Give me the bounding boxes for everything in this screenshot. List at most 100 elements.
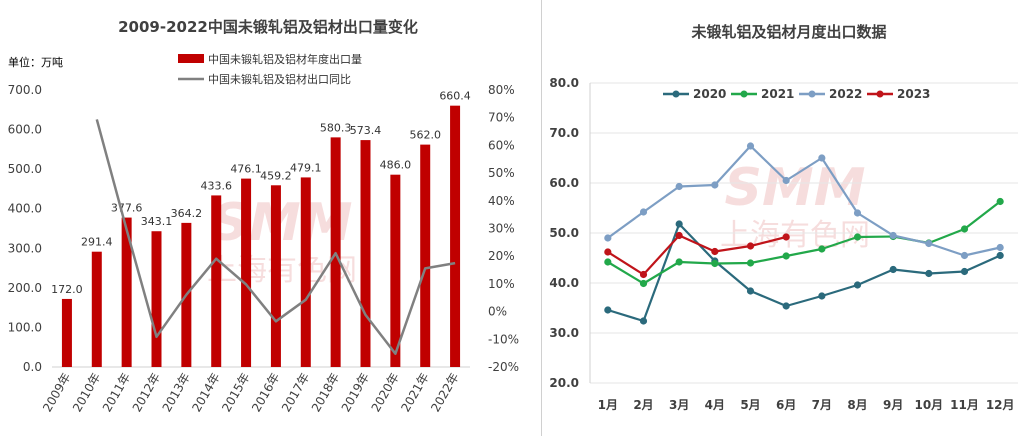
bar-value-label: 573.4 [350,124,382,137]
bar-2020年 [390,175,400,367]
y-tick-label-right: 80.0 [549,76,579,90]
legend-marker-2021 [741,91,748,98]
y-tick-label-right: 40.0 [549,276,579,290]
bar-value-label: 377.6 [111,202,143,215]
right-y-axis: -20%-10%0%10%20%30%40%50%60%70%80% [488,83,519,374]
annual-export-chart: SMM 上海有色网 2009-2022中国未锻轧铝及铝材出口量变化 单位：万吨 … [0,0,540,436]
point-2022-2月 [640,208,647,215]
y-tick-label-right: 60.0 [549,176,579,190]
bar-value-label: 580.3 [320,121,352,134]
x-tick-label-right: 7月 [812,398,832,412]
x-tick-label-right: 6月 [776,398,796,412]
bar-2014年 [211,195,221,367]
left-y-tick-label: 700.0 [8,83,42,97]
point-2020-11月 [961,268,968,275]
point-2021-1月 [604,258,611,265]
unit-label: 单位：万吨 [8,55,63,69]
legend-label-2021: 2021 [761,87,794,101]
watermark-right: SMM 上海有色网 [720,158,870,253]
x-tick-label-right: 10月 [914,398,943,412]
legend-marker-2020 [673,91,680,98]
point-2021-11月 [961,225,968,232]
y-tick-label-right: 70.0 [549,126,579,140]
x-tick-label: 2019年 [339,371,372,415]
x-tick-label: 2015年 [219,371,252,415]
bar-2012年 [152,231,162,367]
bar-2009年 [62,299,72,367]
point-2022-8月 [854,209,861,216]
point-2022-10月 [925,240,932,247]
x-tick-label-right: 12月 [986,398,1015,412]
legend-bar-swatch [178,54,204,63]
x-tick-label: 2020年 [369,371,402,415]
x-tick-label: 2012年 [130,371,163,415]
right-y-tick-label: -20% [488,360,519,374]
point-2020-2月 [640,317,647,324]
x-tick-label: 2011年 [100,371,133,415]
x-tick-label: 2014年 [189,371,222,415]
point-2023-5月 [747,242,754,249]
watermark-brand-right: SMM [725,158,866,218]
x-tick-label: 2021年 [398,371,431,415]
legend-label-2020: 2020 [693,87,726,101]
bar-value-label: 291.4 [81,236,113,249]
left-y-tick-label: 600.0 [8,123,42,137]
right-y-tick-label: 70% [488,111,515,125]
bar-value-label: 479.1 [290,161,322,174]
right-y-tick-label: 50% [488,166,515,180]
right-y-tick-label: 40% [488,194,515,208]
point-2022-12月 [997,244,1004,251]
point-2022-4月 [711,181,718,188]
bar-2019年 [361,140,371,367]
point-2022-11月 [961,252,968,259]
bar-2010年 [92,252,102,367]
bar-value-label: 364.2 [171,207,203,220]
legend-label-2022: 2022 [829,87,862,101]
legend-line-label: 中国未锻轧铝及铝材出口同比 [208,72,351,86]
point-2023-3月 [676,232,683,239]
x-tick-label: 2018年 [309,371,342,415]
x-tick-label: 2010年 [70,371,103,415]
point-2021-12月 [997,198,1004,205]
bar-value-label: 172.0 [51,283,83,296]
y-axis-right-chart: 20.030.040.050.060.070.080.0 [549,76,1018,390]
point-2021-7月 [818,245,825,252]
point-2022-1月 [604,234,611,241]
point-2021-2月 [640,280,647,287]
legend-marker-2022 [809,91,816,98]
left-y-tick-label: 300.0 [8,241,42,255]
point-2020-1月 [604,306,611,313]
bar-value-label: 660.4 [439,90,471,103]
x-tick-label-right: 8月 [847,398,867,412]
point-2021-5月 [747,259,754,266]
point-2022-7月 [818,154,825,161]
bar-2017年 [301,177,311,367]
point-2021-4月 [711,260,718,267]
y-tick-label-right: 30.0 [549,326,579,340]
chart-title-right: 未锻轧铝及铝材月度出口数据 [690,23,886,41]
annual-export-chart-panel: SMM 上海有色网 2009-2022中国未锻轧铝及铝材出口量变化 单位：万吨 … [0,0,540,436]
bar-value-label: 562.0 [409,129,441,142]
point-2020-6月 [783,302,790,309]
point-2020-5月 [747,287,754,294]
x-tick-label-right: 9月 [883,398,903,412]
point-2020-10月 [925,270,932,277]
point-2020-3月 [676,220,683,227]
bar-2015年 [241,179,251,367]
legend-bar-label: 中国未锻轧铝及铝材年度出口量 [208,52,362,66]
point-2021-8月 [854,233,861,240]
point-2023-4月 [711,248,718,255]
right-y-tick-label: 0% [488,305,507,319]
x-tick-label: 2009年 [40,371,73,415]
point-2022-5月 [747,142,754,149]
x-tick-label-right: 2月 [633,398,653,412]
panel-divider [541,0,542,436]
right-y-tick-label: -10% [488,332,519,346]
y-tick-label-right: 50.0 [549,226,579,240]
point-2020-9月 [890,266,897,273]
bar-value-label: 486.0 [380,159,412,172]
